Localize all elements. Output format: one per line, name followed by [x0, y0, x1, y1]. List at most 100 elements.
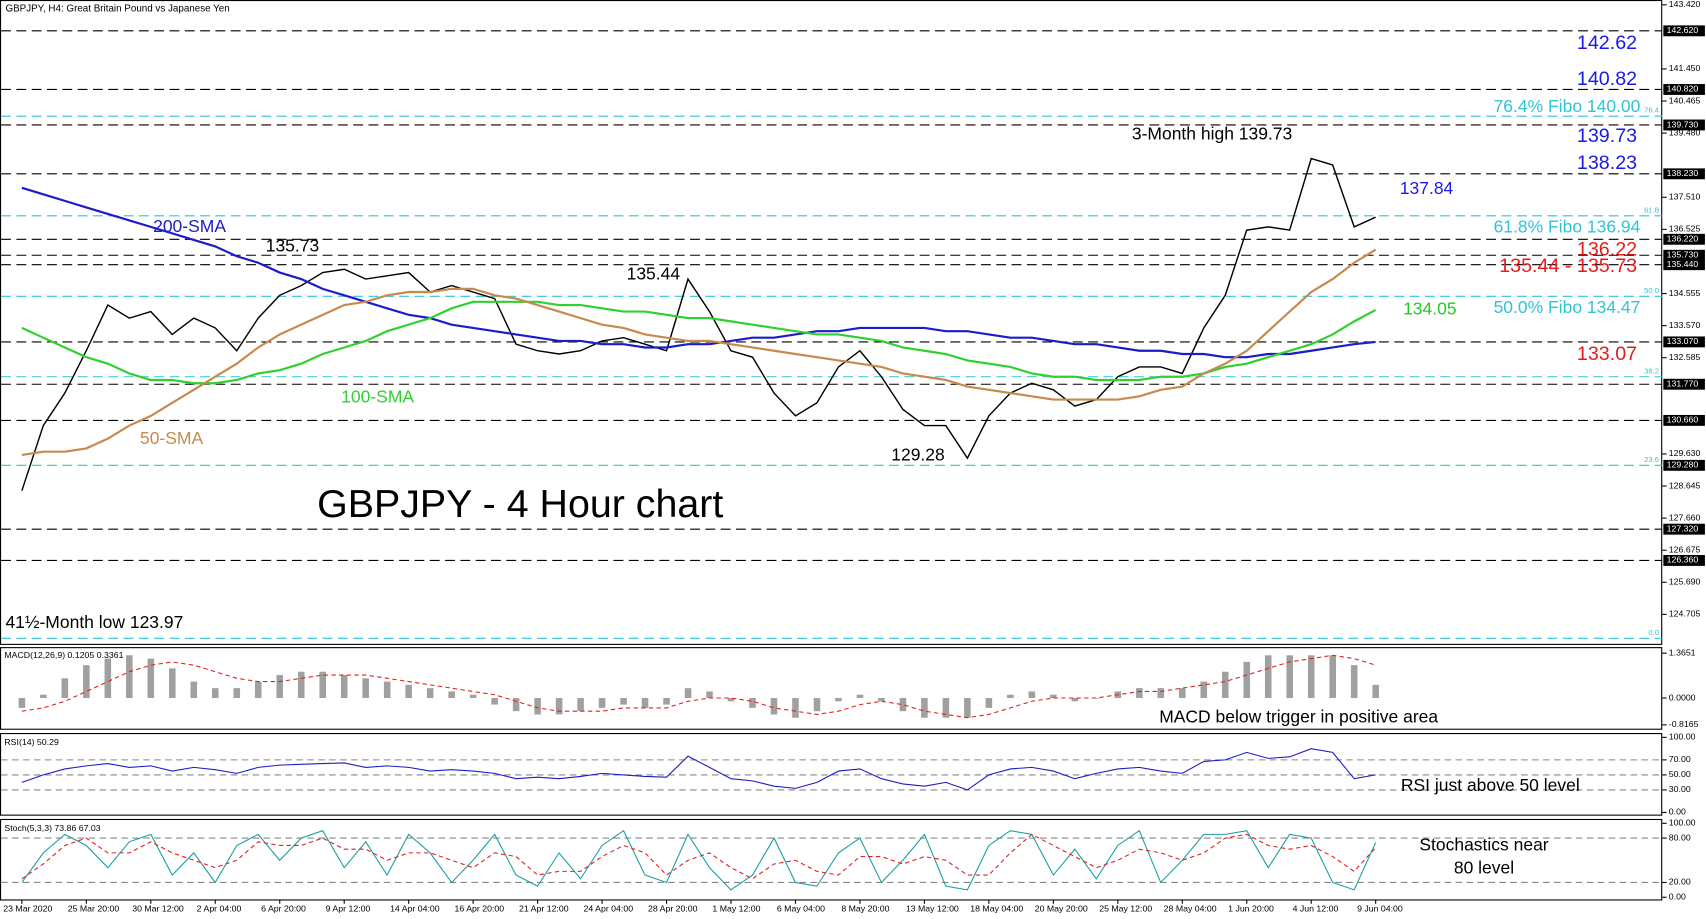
y-tick-label: 139.480: [1669, 127, 1701, 137]
y-tick-label: 0.00: [1669, 807, 1686, 817]
y-tick-label: 136.525: [1669, 224, 1701, 234]
level-axis-box: [1663, 523, 1705, 535]
x-tick-label: 8 May 20:00: [841, 904, 889, 914]
x-tick-label: 23 Mar 2020: [3, 904, 52, 914]
histogram-bar: [405, 684, 412, 699]
histogram-bar: [792, 698, 799, 718]
histogram-bar: [727, 698, 735, 702]
x-tick-label: 21 Apr 12:00: [519, 904, 569, 914]
histogram-bar: [942, 698, 950, 718]
panel-title: Stoch(5,3,3) 73.86 67.03: [4, 823, 100, 833]
fibo-tag: 0.0: [1648, 628, 1659, 637]
histogram-bar: [706, 691, 713, 699]
y-tick-label: 100.00: [1669, 818, 1696, 828]
series-line: [21, 748, 1376, 791]
y-tick-label: -0.8165: [1669, 719, 1699, 729]
series-line: [21, 186, 1376, 359]
series-label: 200-SMA: [153, 216, 226, 236]
x-tick-label: 14 Apr 04:00: [390, 904, 440, 914]
histogram-bar: [469, 694, 477, 699]
histogram-bar: [1071, 698, 1079, 702]
y-tick-label: 141.450: [1669, 63, 1701, 73]
histogram-bar: [40, 694, 47, 699]
level-label: 138.23: [1577, 152, 1637, 174]
x-tick-label: 4 Jun 12:00: [1293, 904, 1339, 914]
panel-title: RSI(14) 50.29: [4, 737, 59, 747]
y-tick-label: 132.585: [1669, 352, 1701, 362]
level-label: 136.22: [1577, 238, 1637, 260]
x-tick-label: 13 May 12:00: [906, 904, 959, 914]
fibo-tag: 23.6: [1644, 455, 1659, 464]
histogram-bar: [448, 691, 455, 699]
x-tick-label: 6 May 04:00: [777, 904, 825, 914]
histogram-bar: [1200, 681, 1208, 699]
histogram-bar: [104, 658, 112, 699]
price-panel: [0, 0, 1663, 645]
y-tick-label: 80.00: [1669, 832, 1691, 842]
x-tick-label: 2 Apr 04:00: [197, 904, 242, 914]
histogram-bar: [899, 698, 907, 712]
level-axis-label: 142.620: [1667, 25, 1699, 35]
histogram-bar: [878, 698, 885, 702]
y-tick-label: 128.645: [1669, 480, 1701, 490]
level-label: 76.4% Fibo 140.00: [1494, 96, 1641, 116]
series-line: [21, 157, 1376, 491]
histogram-bar: [835, 698, 842, 702]
panel-annotation: RSI just above 50 level: [1401, 775, 1580, 795]
level-axis-box: [1663, 555, 1705, 566]
level-label: 139.73: [1577, 125, 1637, 147]
panel-annotation: MACD below trigger in positive area: [1159, 706, 1438, 726]
level-axis-box: [1663, 84, 1705, 95]
annotation: 3-Month high 139.73: [1132, 124, 1292, 144]
y-tick-label: 0.0000: [1669, 692, 1696, 702]
annotation: 137.84: [1400, 178, 1454, 198]
level-axis-label: 140.820: [1667, 84, 1699, 94]
series-line: [21, 829, 1377, 891]
level-axis-label: 135.440: [1667, 259, 1699, 269]
histogram-bar: [1157, 688, 1165, 699]
histogram-bar: [491, 698, 498, 705]
histogram-bar: [1286, 655, 1294, 699]
panel-annotation: Stochastics near: [1419, 835, 1548, 855]
histogram-bar: [555, 698, 563, 715]
panel-title: MACD(12,26,9) 0.1205 0.3361: [4, 650, 123, 660]
histogram-bar: [1372, 684, 1379, 699]
level-label: 135.44 - 135.73: [1499, 255, 1637, 277]
y-tick-label: 124.705: [1669, 609, 1701, 619]
histogram-bar: [1093, 698, 1100, 699]
y-tick-label: 20.00: [1669, 877, 1691, 887]
histogram-bar: [340, 675, 348, 699]
series-line: [21, 300, 1377, 385]
x-tick-label: 9 Jun 04:00: [1357, 904, 1403, 914]
histogram-bar: [1028, 691, 1036, 699]
window-title: GBPJPY, H4: Great Britain Pound vs Japan…: [5, 3, 229, 14]
level-label: 50.0% Fibo 134.47: [1494, 297, 1641, 317]
histogram-bar: [964, 698, 971, 718]
histogram-bar: [1350, 665, 1358, 699]
level-label: 142.62: [1577, 32, 1637, 54]
level-label: 133.07: [1577, 343, 1637, 365]
fibo-tag: 61.8: [1644, 205, 1659, 214]
histogram-bar: [319, 671, 326, 699]
level-axis-label: 139.730: [1667, 119, 1699, 129]
y-tick-label: 127.660: [1669, 512, 1701, 522]
histogram-bar: [276, 675, 284, 699]
level-axis-box: [1663, 25, 1705, 37]
histogram-bar: [18, 698, 26, 708]
histogram-bar: [211, 688, 219, 699]
level-axis-box: [1663, 459, 1705, 471]
x-tick-label: 9 Apr 12:00: [326, 904, 371, 914]
level-axis-label: 127.320: [1667, 524, 1699, 534]
x-tick-label: 25 May 12:00: [1099, 904, 1152, 914]
histogram-bar: [921, 698, 928, 718]
histogram-bar: [620, 698, 627, 705]
x-tick-label: 18 May 04:00: [970, 904, 1023, 914]
histogram-bar: [598, 698, 606, 708]
histogram-bar: [1007, 694, 1014, 699]
series-line: [21, 248, 1377, 457]
histogram-bar: [641, 698, 649, 708]
histogram-bar: [233, 688, 241, 699]
x-tick-label: 30 Mar 12:00: [132, 904, 184, 914]
